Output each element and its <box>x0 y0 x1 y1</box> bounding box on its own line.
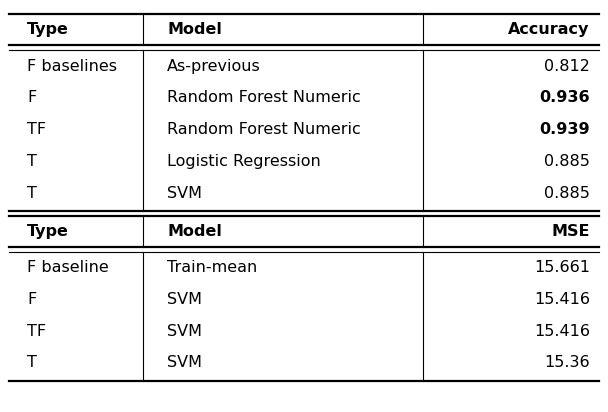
Text: TF: TF <box>27 122 46 137</box>
Text: 15.661: 15.661 <box>534 260 590 275</box>
Text: 15.416: 15.416 <box>534 323 590 339</box>
Text: Model: Model <box>167 22 222 37</box>
Text: 0.936: 0.936 <box>539 90 590 105</box>
Text: T: T <box>27 154 37 169</box>
Text: SVM: SVM <box>167 323 202 339</box>
Text: 15.416: 15.416 <box>534 292 590 307</box>
Text: 15.36: 15.36 <box>544 355 590 370</box>
Text: As-previous: As-previous <box>167 59 261 74</box>
Text: Random Forest Numeric: Random Forest Numeric <box>167 90 361 105</box>
Text: Train-mean: Train-mean <box>167 260 257 275</box>
Text: 0.939: 0.939 <box>539 122 590 137</box>
Text: 0.812: 0.812 <box>544 59 590 74</box>
Text: F baseline: F baseline <box>27 260 109 275</box>
Text: SVM: SVM <box>167 355 202 370</box>
Text: SVM: SVM <box>167 185 202 201</box>
Text: Type: Type <box>27 22 69 37</box>
Text: TF: TF <box>27 323 46 339</box>
Text: F: F <box>27 90 36 105</box>
Text: 0.885: 0.885 <box>544 154 590 169</box>
Text: F: F <box>27 292 36 307</box>
Text: T: T <box>27 185 37 201</box>
Text: Logistic Regression: Logistic Regression <box>167 154 321 169</box>
Text: Type: Type <box>27 224 69 239</box>
Text: SVM: SVM <box>167 292 202 307</box>
Text: Random Forest Numeric: Random Forest Numeric <box>167 122 361 137</box>
Text: T: T <box>27 355 37 370</box>
Text: F baselines: F baselines <box>27 59 117 74</box>
Text: 0.885: 0.885 <box>544 185 590 201</box>
Text: Accuracy: Accuracy <box>508 22 590 37</box>
Text: Model: Model <box>167 224 222 239</box>
Text: MSE: MSE <box>551 224 590 239</box>
